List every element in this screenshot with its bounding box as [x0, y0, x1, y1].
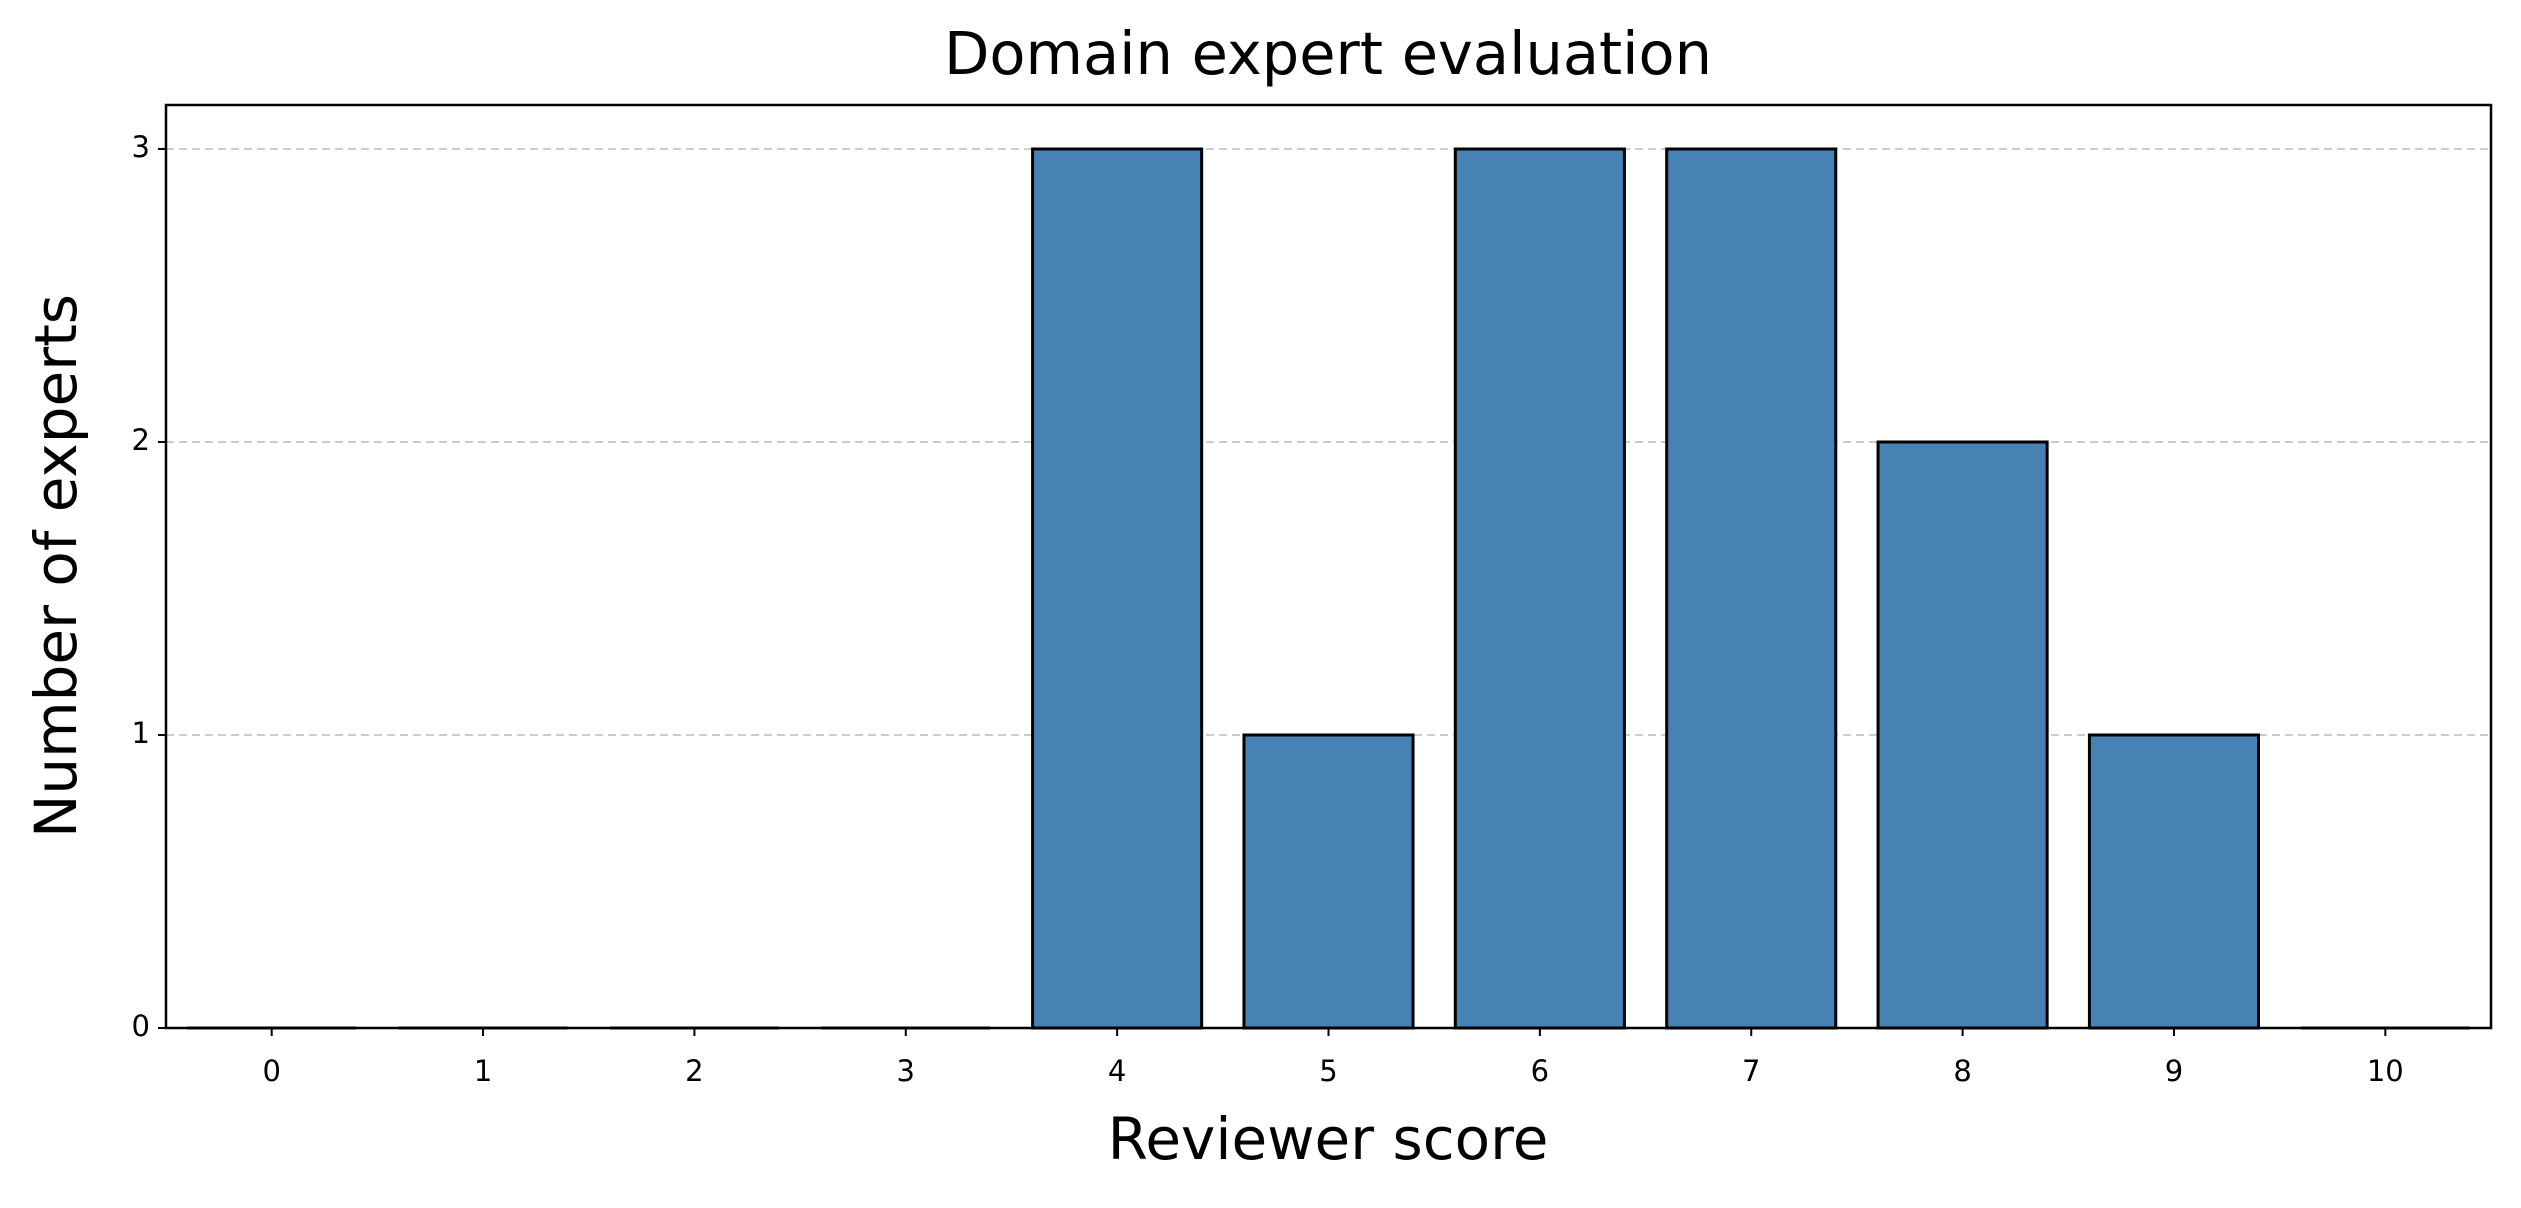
y-tick-label: 3	[132, 130, 150, 164]
bar	[2087, 733, 2260, 1030]
x-tick-label: 4	[1108, 1054, 1126, 1088]
bar	[1242, 733, 1415, 1030]
x-tick-label: 1	[474, 1054, 492, 1088]
x-axis-label: Reviewer score	[1108, 1105, 1549, 1173]
x-tick-label: 8	[1953, 1054, 1971, 1088]
x-tick-label: 10	[2367, 1054, 2404, 1088]
bar	[1665, 147, 1838, 1030]
y-tick-label: 2	[132, 423, 150, 457]
plot-frame	[164, 103, 2493, 1030]
x-tick-label: 7	[1742, 1054, 1760, 1088]
chart-title: Domain expert evaluation	[944, 19, 1712, 88]
x-tick-label: 9	[2165, 1054, 2183, 1088]
bar	[1876, 440, 2049, 1030]
y-tick-label: 1	[132, 716, 150, 750]
x-tick-label: 0	[262, 1054, 280, 1088]
bar	[1453, 147, 1626, 1030]
y-axis-label: Number of experts	[22, 294, 90, 838]
x-tick-label: 6	[1531, 1054, 1549, 1088]
x-tick-label: 5	[1319, 1054, 1337, 1088]
x-tick-label: 3	[897, 1054, 915, 1088]
y-tick-label: 0	[132, 1009, 150, 1043]
bar	[1031, 147, 1204, 1030]
x-tick-label: 2	[685, 1054, 703, 1088]
